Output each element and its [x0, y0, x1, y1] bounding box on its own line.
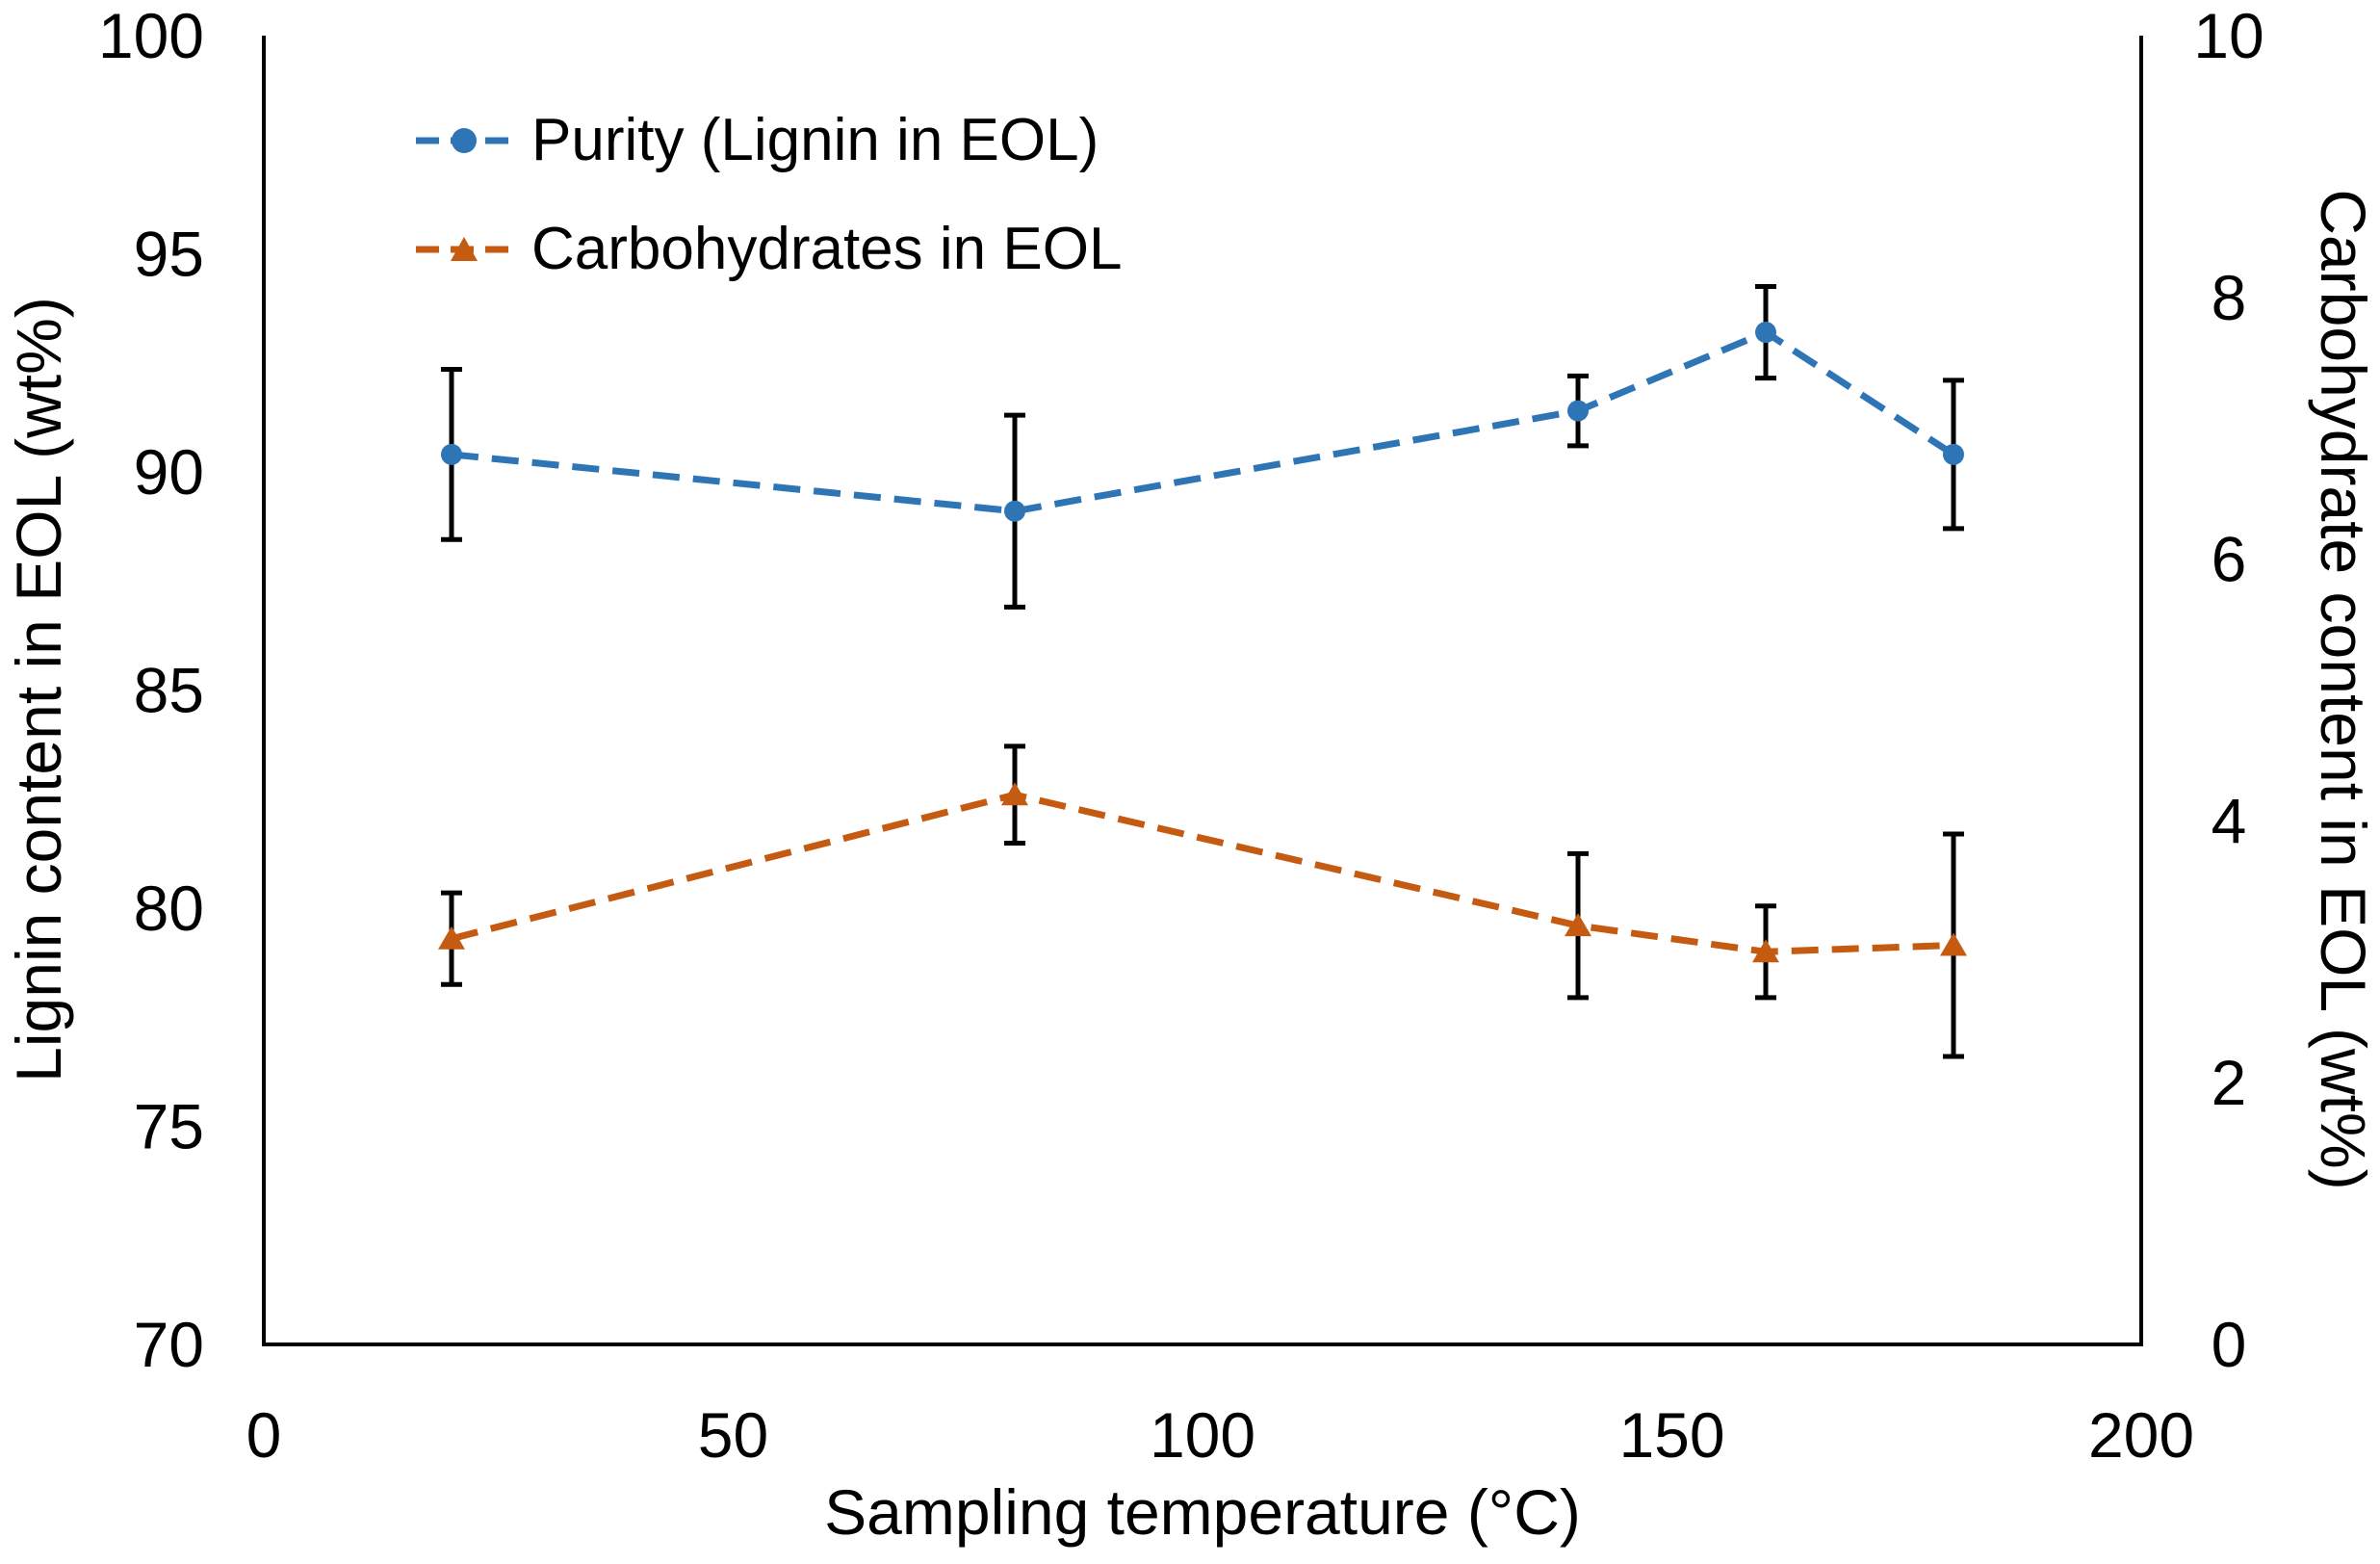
data-point-triangle [1565, 913, 1591, 937]
x-axis-tick-label: 100 [1150, 1399, 1255, 1471]
y-axis-left-tick-label: 90 [134, 436, 204, 508]
data-point-triangle [1940, 932, 1967, 956]
y-axis-right-tick-label: 8 [2212, 262, 2247, 333]
y-axis-right-tick-label: 6 [2212, 524, 2247, 595]
y-axis-left-tick-label: 95 [134, 219, 204, 290]
x-axis-title: Sampling temperature (°C) [824, 1476, 1581, 1548]
data-point-circle [1943, 443, 1964, 465]
y-axis-left-tick-label: 85 [134, 655, 204, 726]
legend-entry-carbohydrates: Carbohydrates in EOL [414, 211, 1122, 288]
data-point-circle [1567, 400, 1589, 422]
x-axis-tick-label: 0 [246, 1399, 282, 1471]
right-axis-title: Carbohydrate content in EOL (wt%) [2308, 189, 2379, 1190]
x-axis-tick-label: 200 [2088, 1399, 2194, 1471]
data-point-circle [1004, 500, 1025, 522]
series-line-0 [451, 328, 1955, 515]
data-point-triangle [1001, 782, 1028, 806]
y-axis-right-tick-label: 10 [2193, 0, 2264, 71]
legend-marker-triangle-icon [416, 237, 512, 261]
y-axis-left-tick-label: 75 [134, 1091, 204, 1162]
legend-marker-circle-icon [416, 128, 512, 153]
y-axis-right-tick-label: 0 [2212, 1309, 2247, 1380]
legend-label-carbohydrates: Carbohydrates in EOL [531, 216, 1123, 282]
x-axis-tick-label: 50 [698, 1399, 768, 1471]
series-line-1 [451, 791, 1954, 955]
legend-label-purity: Purity (Lignin in EOL) [531, 107, 1099, 173]
y-axis-left-tick-label: 80 [134, 873, 204, 944]
y-axis-right-tick-label: 4 [2212, 785, 2247, 856]
legend-entry-purity: Purity (Lignin in EOL) [414, 102, 1099, 179]
data-point-circle [441, 443, 462, 465]
axis-frame [262, 36, 2143, 1346]
data-point-triangle [438, 925, 465, 950]
x-axis-tick-label: 150 [1618, 1399, 1724, 1471]
left-axis-title: Lignin content in EOL (wt%) [3, 297, 74, 1082]
data-point-circle [1755, 322, 1776, 344]
y-axis-left-tick-label: 70 [134, 1309, 204, 1380]
y-axis-right-tick-label: 2 [2212, 1047, 2247, 1118]
y-axis-left-tick-label: 100 [98, 0, 204, 71]
data-point-triangle [1752, 939, 1779, 963]
